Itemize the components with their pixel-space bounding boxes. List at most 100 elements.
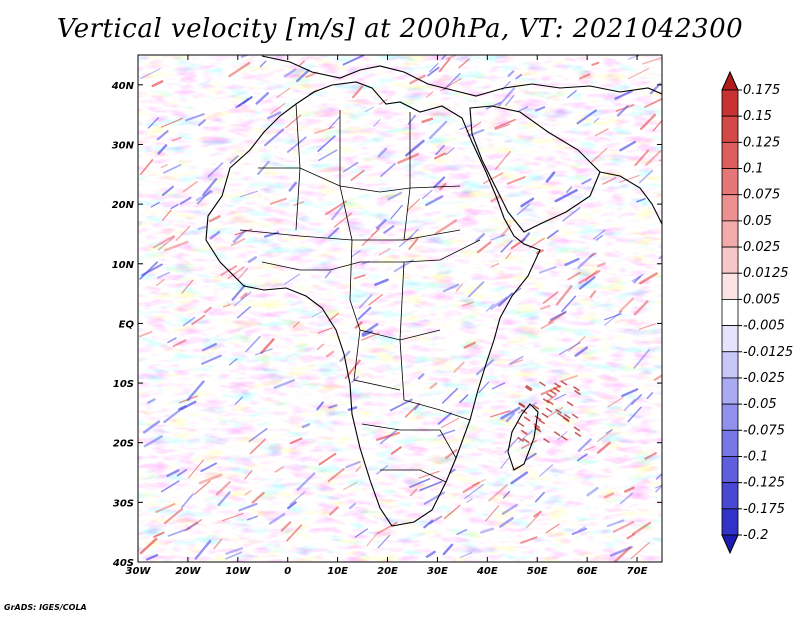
field-streak: [231, 284, 246, 301]
field-streak: [494, 123, 510, 131]
field-streak: [268, 512, 286, 525]
colorbar-label: 0.175: [743, 83, 780, 98]
field-streak: [317, 135, 336, 152]
colorbar-swatch: [721, 272, 739, 300]
field-streak: [467, 281, 485, 298]
field-streak: [305, 71, 318, 79]
field-streak: [325, 200, 347, 216]
field-streak: [525, 452, 537, 461]
field-streak: [413, 402, 421, 411]
field-streak: [153, 531, 165, 538]
field-streak: [636, 55, 640, 58]
field-streak: [375, 219, 387, 230]
field-streak: [176, 468, 188, 477]
field-streak: [542, 291, 559, 304]
colorbar-swatch: [721, 403, 739, 431]
field-streak: [155, 503, 176, 513]
field-streak: [202, 343, 217, 352]
field-streak: [553, 431, 561, 437]
field-streak: [179, 196, 192, 205]
field-streak: [195, 190, 214, 202]
field-streak: [260, 338, 275, 354]
field-streak: [244, 489, 252, 496]
colorbar-label: -0.175: [743, 502, 785, 517]
field-streak: [633, 275, 642, 284]
colorbar-swatch: [721, 377, 739, 405]
field-streak: [461, 301, 474, 307]
colorbar-swatch: [721, 351, 739, 379]
field-streak: [479, 527, 495, 534]
colorbar: 0.175 0.15 0.125 0.1 0.075 0.05 0.025 0.0125 0.0…: [721, 70, 793, 555]
field-streak: [573, 426, 581, 432]
field-streak: [361, 228, 380, 247]
field-streak: [577, 438, 592, 452]
field-streak: [559, 374, 578, 383]
colorbar-label: -0.05: [743, 397, 777, 412]
field-streak: [507, 70, 515, 77]
field-streak: [525, 384, 533, 391]
field-streak: [289, 491, 306, 506]
field-streak: [236, 306, 251, 319]
colorbar-swatch: [721, 220, 739, 248]
field-streak: [295, 69, 310, 83]
field-streak: [576, 109, 597, 125]
field-streak: [405, 139, 425, 157]
field-streak: [213, 538, 223, 550]
field-streak: [197, 119, 206, 127]
field-streak: [619, 140, 637, 152]
field-streak: [151, 80, 164, 88]
field-streak: [409, 488, 418, 497]
plot-frame: [137, 54, 663, 563]
field-streak: [318, 452, 337, 466]
field-streak: [333, 212, 352, 228]
field-streak: [361, 323, 379, 336]
field-streak: [429, 63, 439, 73]
field-streak: [443, 504, 461, 520]
colorbar-label: -0.0125: [743, 345, 793, 360]
field-streak: [228, 61, 251, 78]
colorbar-swatch: [721, 246, 739, 274]
field-streak: [630, 542, 650, 560]
field-streak: [517, 436, 525, 443]
field-streak: [240, 55, 250, 58]
field-streak: [428, 120, 448, 140]
field-streak: [293, 201, 305, 207]
field-streak: [500, 224, 512, 237]
field-streak: [288, 181, 297, 192]
field-streak: [269, 197, 287, 205]
field-streak: [475, 233, 486, 243]
field-streak: [289, 437, 303, 445]
lat-label: 30N: [112, 140, 135, 151]
field-streak: [423, 519, 434, 529]
field-streak: [234, 396, 244, 405]
field-streak: [316, 401, 324, 411]
lon-label: 20W: [175, 566, 201, 577]
field-streak: [517, 421, 525, 428]
field-streak: [539, 464, 554, 477]
field-streak: [524, 386, 532, 392]
field-streak: [318, 149, 338, 162]
field-streak: [217, 491, 231, 507]
field-streak: [390, 204, 403, 220]
field-streak: [623, 398, 636, 411]
field-streak: [655, 472, 662, 480]
field-streak: [296, 472, 316, 491]
field-streak: [251, 491, 265, 504]
field-streak: [563, 413, 571, 419]
field-streak: [225, 551, 243, 560]
field-streak: [434, 219, 458, 235]
field-streak: [502, 490, 511, 499]
field-streak: [286, 136, 307, 153]
field-streak: [659, 158, 662, 162]
field-streak: [631, 273, 644, 282]
field-streak: [574, 431, 582, 438]
field-streak: [505, 252, 512, 259]
field-streak: [316, 343, 325, 350]
field-streak: [240, 292, 248, 300]
field-streak: [171, 136, 182, 142]
field-streak: [506, 176, 526, 185]
field-streak: [627, 55, 641, 60]
field-streak: [191, 314, 206, 326]
field-streak: [188, 459, 204, 479]
field-streak: [616, 105, 629, 117]
